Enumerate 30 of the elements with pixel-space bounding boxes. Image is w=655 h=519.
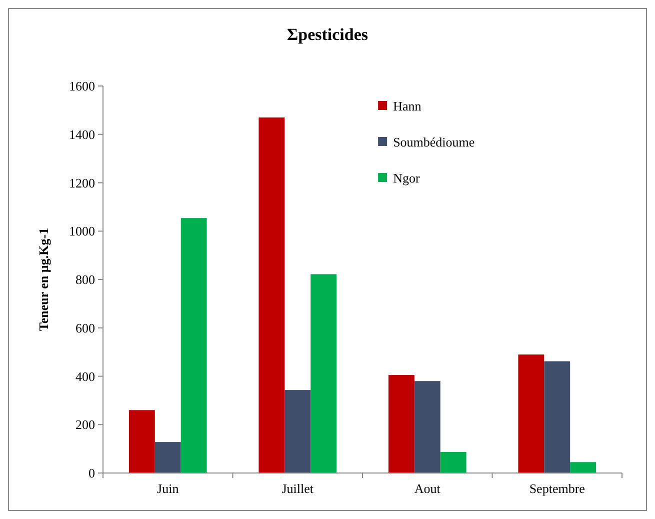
bar bbox=[180, 218, 207, 473]
bar bbox=[388, 375, 414, 473]
y-tick-label: 1200 bbox=[69, 175, 95, 190]
bar bbox=[570, 462, 596, 473]
bar bbox=[154, 442, 181, 473]
chart-title: Σpesticides bbox=[287, 25, 368, 44]
y-tick-label: 800 bbox=[76, 272, 95, 288]
bar bbox=[544, 361, 570, 473]
legend-label: Hann bbox=[393, 98, 422, 114]
y-axis-title: Teneur en µg.Kg-1 bbox=[36, 228, 51, 332]
legend-label: Soumbédioume bbox=[393, 134, 475, 150]
x-tick-label: Juin bbox=[157, 481, 180, 496]
y-tick-label: 200 bbox=[76, 417, 95, 432]
x-tick-label: Septembre bbox=[529, 481, 586, 496]
x-tick-label: Aout bbox=[414, 481, 441, 496]
legend-label: Ngor bbox=[393, 170, 420, 186]
y-tick-label: 0 bbox=[88, 466, 95, 481]
bar bbox=[310, 274, 337, 473]
x-tick-label: Juillet bbox=[282, 481, 314, 496]
bar bbox=[284, 390, 311, 473]
bar bbox=[440, 452, 466, 473]
y-tick-label: 1400 bbox=[69, 126, 95, 142]
bar bbox=[128, 410, 155, 473]
bar bbox=[258, 117, 285, 473]
y-tick-label: 600 bbox=[76, 320, 95, 336]
y-tick-label: 1000 bbox=[69, 224, 95, 239]
y-tick-label: 400 bbox=[76, 368, 95, 384]
bar bbox=[518, 354, 544, 473]
bar bbox=[414, 381, 440, 473]
y-tick-label: 1600 bbox=[69, 78, 95, 94]
